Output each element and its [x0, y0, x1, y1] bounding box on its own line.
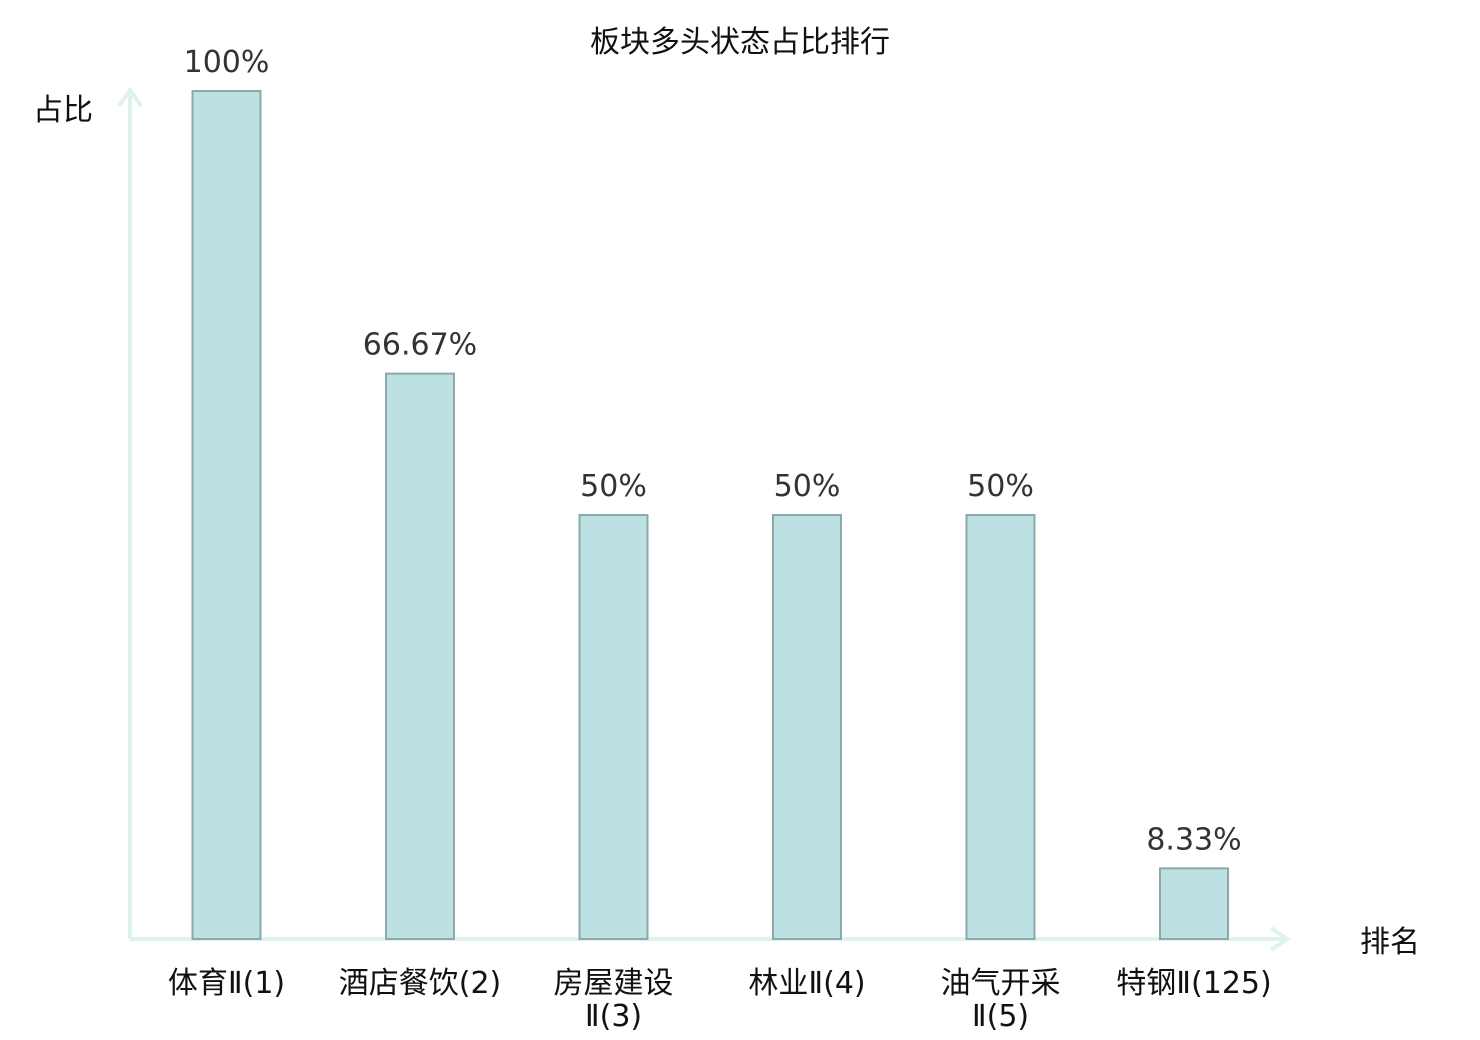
- bar: [965, 514, 1036, 940]
- data-label: 50%: [967, 469, 1034, 504]
- x-tick-label-name: 房屋建设: [554, 966, 674, 1001]
- bar: [578, 514, 649, 940]
- x-tick-label-name: 油气开采: [941, 966, 1061, 1001]
- x-tick-labels: 体育Ⅱ(1) 酒店餐饮(2) 房屋建设 Ⅱ(3)林业Ⅱ(4) 油气开采 Ⅱ(5)特钢Ⅱ(1…: [168, 966, 1272, 1034]
- y-axis-label: 占比: [33, 93, 93, 128]
- x-tick-label: 油气开采 Ⅱ(5): [941, 966, 1061, 1034]
- x-tick-label-name: 酒店餐饮: [339, 966, 459, 1001]
- x-tick-label-name: 林业: [748, 966, 808, 1001]
- axes: [117, 86, 1291, 952]
- data-label: 50%: [774, 469, 841, 504]
- data-label: 100%: [184, 45, 270, 80]
- x-tick-label-suffix: Ⅱ(5): [972, 999, 1029, 1034]
- bar: [385, 372, 455, 940]
- x-tick-label: 特钢Ⅱ(125): [1116, 966, 1271, 1001]
- x-tick-label-suffix: Ⅱ(3): [585, 999, 642, 1034]
- x-tick-label-suffix: Ⅱ(1): [228, 966, 285, 1001]
- x-tick-label-suffix: Ⅱ(125): [1176, 966, 1271, 1001]
- x-tick-label-suffix: Ⅱ(4): [808, 966, 865, 1001]
- bar: [1159, 867, 1229, 940]
- x-tick-label: 体育Ⅱ(1): [168, 966, 285, 1001]
- x-tick-label-name: 特钢: [1116, 966, 1176, 1001]
- x-tick-label-suffix: (2): [459, 966, 502, 1001]
- data-label: 8.33%: [1146, 822, 1241, 857]
- chart-title: 板块多头状态占比排行: [590, 25, 890, 60]
- x-tick-label: 酒店餐饮(2): [339, 966, 502, 1001]
- y-axis-arrow: [117, 86, 143, 108]
- bar: [772, 514, 842, 940]
- x-tick-label: 房屋建设 Ⅱ(3): [554, 966, 674, 1034]
- x-tick-label: 林业Ⅱ(4): [748, 966, 865, 1001]
- data-label: 66.67%: [363, 328, 477, 363]
- x-axis-arrow: [1269, 926, 1291, 952]
- x-axis-label: 排名: [1360, 925, 1420, 960]
- bars: [191, 90, 1229, 940]
- bar: [191, 90, 262, 940]
- data-label: 50%: [580, 469, 647, 504]
- value-labels: 100% 66.67% 50% 50% 50% 8.33%: [184, 45, 1242, 857]
- x-tick-label-name: 体育: [168, 966, 228, 1001]
